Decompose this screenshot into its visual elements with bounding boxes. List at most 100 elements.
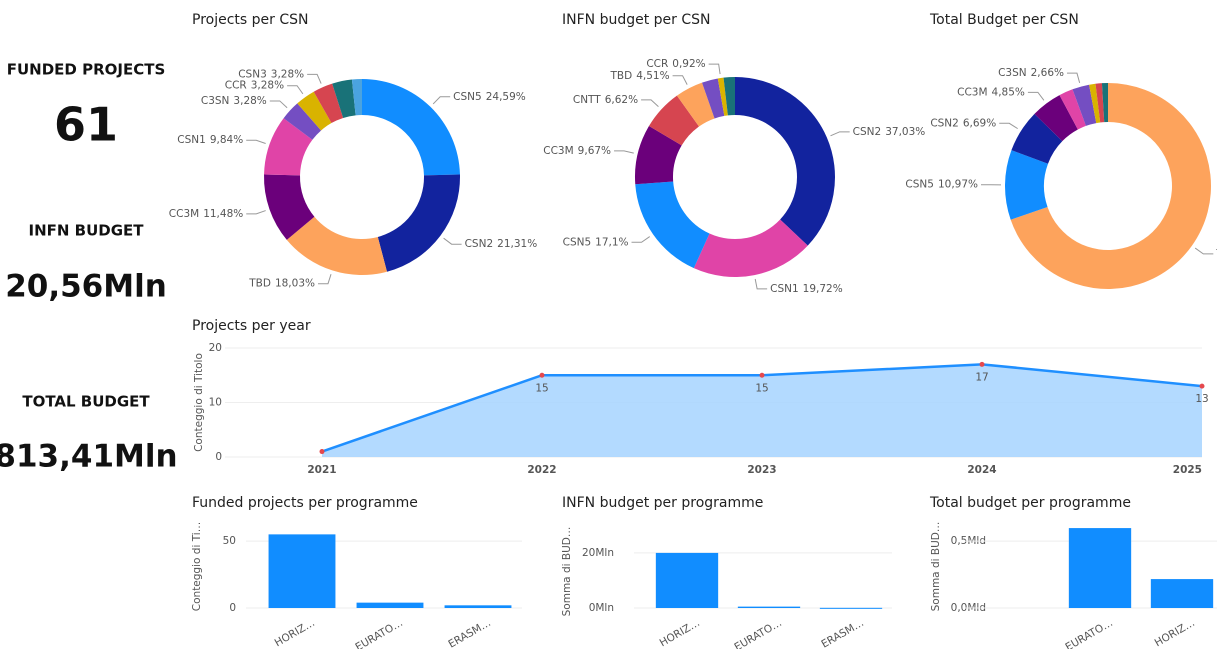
slice-category: CSN1 xyxy=(177,134,206,146)
slice-value: 17,1% xyxy=(595,236,628,248)
donut-slice xyxy=(362,79,460,176)
slice-label: C3SN 3,28% xyxy=(201,95,267,107)
slice-value: 18,03% xyxy=(275,278,315,290)
donut-slice xyxy=(264,118,313,176)
donut-slice xyxy=(1034,95,1078,142)
chart-title: Funded projects per programme xyxy=(192,495,418,511)
x-tick-label: 2022 xyxy=(527,464,556,476)
slice-label: CSN5 17,1% xyxy=(563,236,629,248)
x-tick-label: 2024 xyxy=(967,464,996,476)
bar xyxy=(1068,528,1132,608)
bar xyxy=(444,605,512,608)
slice-label: TBD 4,51% xyxy=(610,70,670,82)
donut-slice xyxy=(1011,113,1063,164)
slice-category: CSN2 xyxy=(465,238,494,250)
leader-line xyxy=(708,63,721,75)
slice-value: 3,28% xyxy=(251,80,284,92)
slice-label: CCR 3,28% xyxy=(225,80,284,92)
slice-label: CSN1 19,72% xyxy=(770,283,843,295)
slice-category: CCR xyxy=(646,58,668,70)
slice-category: C3SN xyxy=(998,67,1027,79)
leader-line xyxy=(246,210,266,215)
donut-slice xyxy=(635,181,710,269)
leader-line xyxy=(246,139,266,144)
bar xyxy=(655,552,719,608)
x-tick-label: ERASM… xyxy=(819,617,866,649)
donut-slice xyxy=(735,77,835,246)
slice-value: 9,67% xyxy=(578,145,611,157)
bar xyxy=(737,606,801,608)
point xyxy=(979,361,985,367)
chart-title: Total budget per programme xyxy=(929,495,1131,511)
leader-line xyxy=(307,73,322,84)
y-tick-label: 20Mln xyxy=(582,547,614,559)
donut-slice xyxy=(648,95,699,146)
x-tick-label: HORIZ… xyxy=(1153,617,1197,649)
chart-title: Total Budget per CSN xyxy=(929,12,1079,28)
point xyxy=(539,372,545,378)
slice-value: 21,31% xyxy=(497,238,537,250)
leader-line xyxy=(287,85,304,95)
y-axis-label: Somma di BUD… xyxy=(930,522,942,612)
value-label: 17 xyxy=(975,371,988,383)
slice-label: CSN1 9,84% xyxy=(177,134,243,146)
y-tick-label: 0Mln xyxy=(589,602,614,614)
slice-label: CSN3 3,28% xyxy=(238,68,304,80)
slice-category: CNTT xyxy=(573,94,601,106)
donut-slice xyxy=(693,219,808,277)
kpi-label: TOTAL BUDGET xyxy=(22,393,150,411)
slice-category: CSN2 xyxy=(930,117,959,129)
donut-slice xyxy=(283,103,322,140)
point xyxy=(319,449,325,455)
slice-value: 11,48% xyxy=(203,208,243,220)
x-tick-label: HORIZ… xyxy=(273,617,317,649)
value-label: 15 xyxy=(755,382,768,394)
x-tick-label: EURATO… xyxy=(1063,617,1115,649)
value-label: 15 xyxy=(535,382,548,394)
slice-label: CSN5 10,97% xyxy=(905,179,978,191)
leader-line xyxy=(672,75,688,85)
bar xyxy=(819,607,883,609)
leader-line xyxy=(614,150,634,154)
y-axis-label: Somma di BUD… xyxy=(561,527,573,617)
leader-line xyxy=(443,237,462,245)
slice-label: CC3M 9,67% xyxy=(543,145,611,157)
bar xyxy=(268,534,336,608)
slice-label: C3SN 2,66% xyxy=(998,67,1064,79)
donut-slice xyxy=(313,83,344,124)
slice-value: 6,69% xyxy=(963,117,996,129)
kpi-value: 61 xyxy=(54,98,118,152)
donut-slice xyxy=(297,91,332,131)
slice-value: 3,28% xyxy=(233,95,266,107)
donut-slice xyxy=(286,216,387,275)
area xyxy=(322,364,1202,457)
donut-slice xyxy=(1089,83,1101,124)
x-tick-label: 2021 xyxy=(307,464,336,476)
chart-title: INFN budget per CSN xyxy=(562,12,711,28)
slice-category: TBD xyxy=(610,70,633,82)
slice-category: TBD xyxy=(248,278,271,290)
donut-slice xyxy=(351,79,362,116)
donut-slice xyxy=(717,77,728,116)
bar xyxy=(1150,579,1214,608)
donut-slice xyxy=(676,82,715,127)
leader-line xyxy=(1194,247,1214,255)
x-tick-label: ERASM… xyxy=(446,617,493,649)
slice-value: 4,85% xyxy=(992,86,1025,98)
x-tick-label: EURATO… xyxy=(732,617,784,649)
slice-value: 24,59% xyxy=(486,91,526,103)
kpi-value: 20,56Mln xyxy=(5,269,167,305)
donut-slice xyxy=(723,77,735,116)
kpi-value: 813,41Mln xyxy=(0,439,178,475)
slice-label: TBD 18,03% xyxy=(248,278,315,290)
chart-title: INFN budget per programme xyxy=(562,495,763,511)
donut-slice xyxy=(377,174,461,272)
chart-title: Projects per CSN xyxy=(192,12,308,28)
slice-category: CSN2 xyxy=(853,126,882,138)
point xyxy=(1199,383,1205,389)
leader-line xyxy=(631,236,651,243)
x-tick-label: EURATO… xyxy=(353,617,405,649)
slice-category: CC3M xyxy=(169,208,199,220)
slice-category: CC3M xyxy=(957,86,987,98)
slice-value: 10,97% xyxy=(938,179,978,191)
